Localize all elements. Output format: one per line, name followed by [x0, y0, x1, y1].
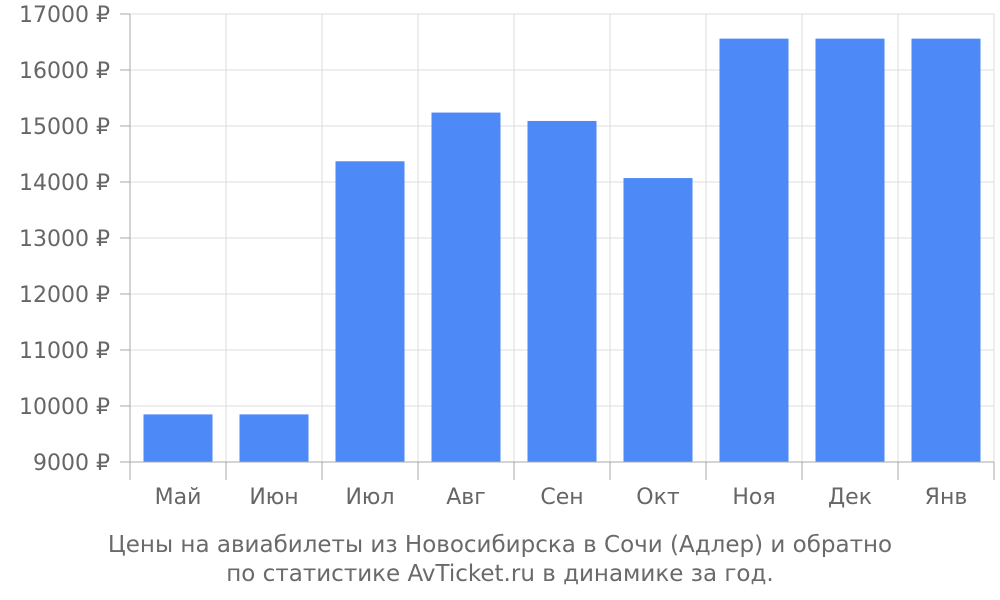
bar-Авг — [431, 112, 501, 462]
bar-Дек — [815, 38, 885, 462]
caption-line-2: по статистике AvTicket.ru в динамике за … — [226, 561, 774, 587]
y-tick-label: 12000 ₽ — [19, 283, 110, 308]
bar-Сен — [527, 120, 597, 463]
y-tick-label: 11000 ₽ — [19, 339, 110, 364]
x-tick-label: Авг — [446, 485, 486, 510]
y-tick-label: 17000 ₽ — [19, 3, 110, 28]
y-axis-tick-labels: 9000 ₽ 10000 ₽ 11000 ₽ 12000 ₽ 13000 ₽ 14000 … — [19, 3, 110, 476]
bar-Окт — [623, 178, 693, 462]
y-tick-label: 14000 ₽ — [19, 171, 110, 196]
y-tick-label: 15000 ₽ — [19, 115, 110, 140]
bars — [143, 38, 981, 463]
x-tick-label: Дек — [828, 485, 872, 510]
bar-Июн — [239, 414, 309, 462]
x-tick-label: Ноя — [732, 485, 775, 510]
x-tick-label: Июл — [345, 485, 394, 510]
chart-caption: Цены на авиабилеты из Новосибирска в Соч… — [0, 531, 1000, 589]
x-tick-label: Июн — [249, 485, 298, 510]
y-tick-label: 16000 ₽ — [19, 59, 110, 84]
bar-Июл — [335, 161, 405, 462]
axes — [120, 13, 995, 480]
y-tick-label: 10000 ₽ — [19, 395, 110, 420]
bar-Янв — [911, 38, 981, 462]
x-tick-label: Май — [155, 485, 202, 510]
bar-Ноя — [719, 38, 789, 462]
bar-Май — [143, 414, 213, 462]
x-tick-label: Янв — [925, 485, 968, 510]
x-tick-label: Окт — [636, 485, 680, 510]
x-tick-label: Сен — [540, 485, 583, 510]
caption-line-1: Цены на авиабилеты из Новосибирска в Соч… — [107, 532, 893, 558]
x-axis-tick-labels: Май Июн Июл Авг Сен Окт Ноя Дек Янв — [155, 485, 968, 510]
y-tick-label: 13000 ₽ — [19, 227, 110, 252]
y-tick-label: 9000 ₽ — [33, 451, 110, 476]
